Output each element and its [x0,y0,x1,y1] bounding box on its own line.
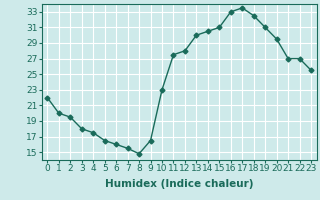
X-axis label: Humidex (Indice chaleur): Humidex (Indice chaleur) [105,179,253,189]
